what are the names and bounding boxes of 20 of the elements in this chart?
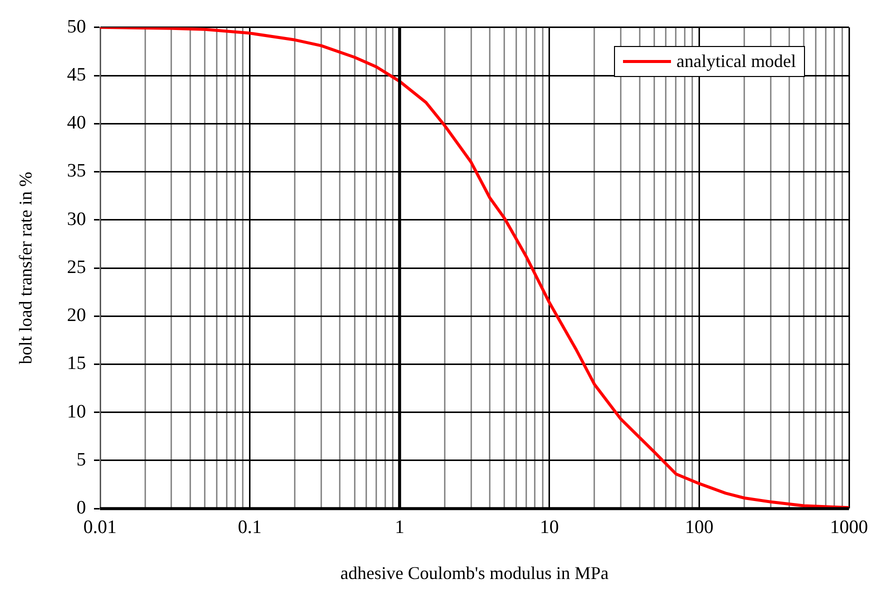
x-tick-label: 0.01 xyxy=(83,516,117,538)
legend-label: analytical model xyxy=(676,51,796,72)
y-tick-label: 5 xyxy=(76,449,86,470)
x-tick-label: 1000 xyxy=(830,516,868,538)
y-tick-label: 25 xyxy=(67,256,86,278)
y-tick-label: 10 xyxy=(67,401,86,422)
x-tick-label: 1 xyxy=(394,516,404,538)
y-tick-label: 35 xyxy=(67,160,86,182)
y-axis-title: bolt load transfer rate in % xyxy=(16,172,36,364)
y-tick-label: 45 xyxy=(67,64,86,86)
y-tick-label: 0 xyxy=(76,498,86,519)
y-tick-label: 15 xyxy=(67,353,86,374)
y-tick-label: 50 xyxy=(67,16,86,38)
y-tick-label: 20 xyxy=(67,305,86,326)
x-axis-title: adhesive Coulomb's modulus in MPa xyxy=(340,562,609,583)
x-tick-label: 100 xyxy=(684,516,714,538)
y-tick-label: 30 xyxy=(67,208,86,230)
x-tick-label: 0.1 xyxy=(238,516,262,538)
x-tick-label: 10 xyxy=(540,516,559,538)
y-tick-label: 40 xyxy=(67,112,86,134)
